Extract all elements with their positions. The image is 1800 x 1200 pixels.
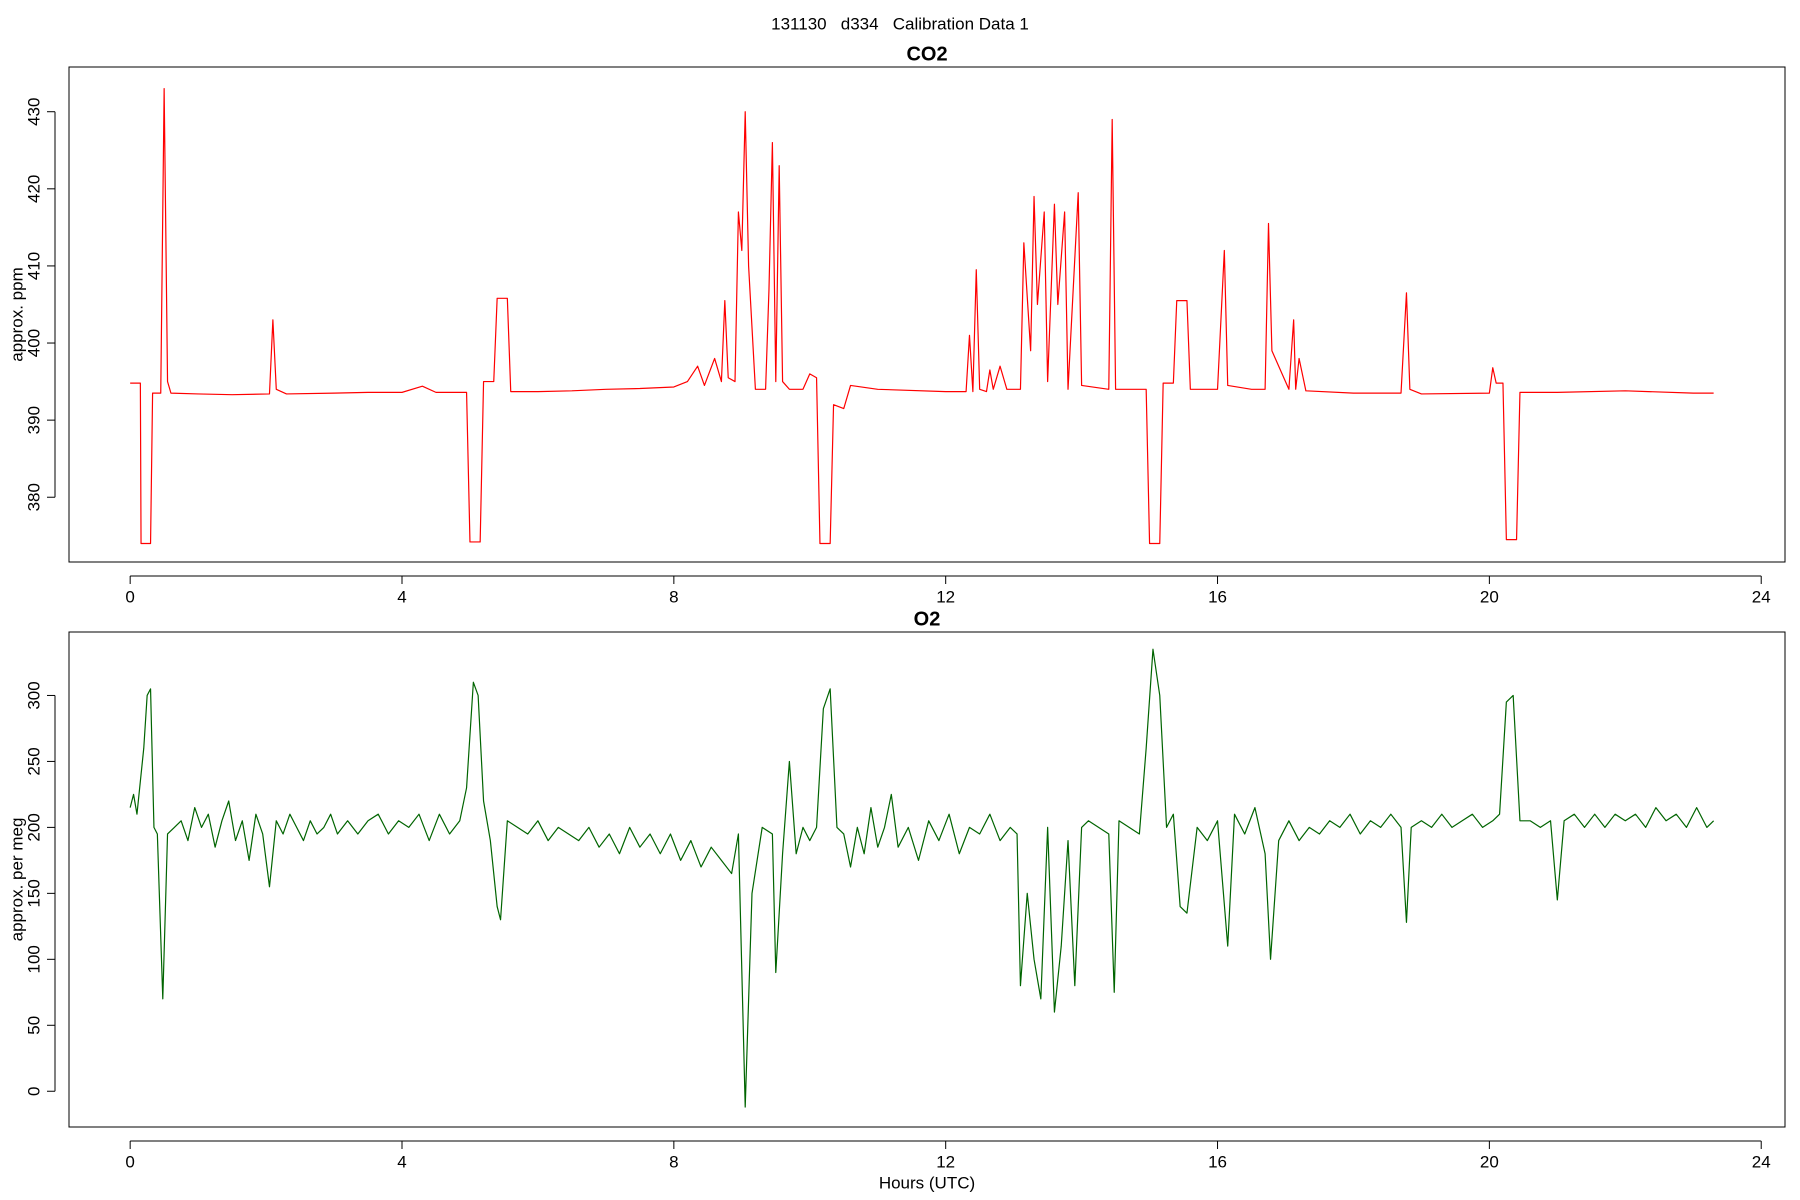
x-tick-label: 8 bbox=[669, 1152, 678, 1171]
x-tick-label: 16 bbox=[1208, 587, 1227, 606]
y-tick-label: 200 bbox=[24, 813, 43, 841]
figure-title: 131130 d334 Calibration Data 1 bbox=[771, 14, 1029, 33]
x-tick-label: 8 bbox=[669, 587, 678, 606]
data-line bbox=[130, 87, 1714, 545]
x-tick-label: 4 bbox=[397, 587, 406, 606]
y-tick-label: 150 bbox=[24, 879, 43, 907]
y-tick-label: 410 bbox=[24, 252, 43, 280]
plot-frame bbox=[68, 66, 1786, 563]
y-tick-label: 420 bbox=[24, 175, 43, 203]
y-axis-label: approx. ppm bbox=[7, 267, 26, 362]
x-axis-label: Hours (UTC) bbox=[879, 1173, 975, 1192]
y-tick-label: 100 bbox=[24, 945, 43, 973]
x-tick-label: 24 bbox=[1752, 587, 1771, 606]
y-tick-label: 390 bbox=[24, 406, 43, 434]
y-tick-label: 0 bbox=[24, 1087, 43, 1096]
x-tick-label: 24 bbox=[1752, 1152, 1771, 1171]
x-tick-label: 12 bbox=[936, 1152, 955, 1171]
x-tick-label: 4 bbox=[397, 1152, 406, 1171]
panel-title: O2 bbox=[914, 608, 941, 630]
y-tick-label: 250 bbox=[24, 747, 43, 775]
x-tick-label: 20 bbox=[1480, 587, 1499, 606]
x-tick-label: 20 bbox=[1480, 1152, 1499, 1171]
y-axis-label: approx. per meg bbox=[7, 818, 26, 942]
y-tick-label: 50 bbox=[24, 1016, 43, 1035]
y-tick-label: 380 bbox=[24, 483, 43, 511]
y-tick-label: 300 bbox=[24, 681, 43, 709]
plot-frame bbox=[68, 631, 1786, 1128]
x-tick-label: 0 bbox=[125, 1152, 134, 1171]
y-tick-label: 400 bbox=[24, 329, 43, 357]
x-tick-label: 16 bbox=[1208, 1152, 1227, 1171]
data-line bbox=[129, 648, 1715, 1108]
x-tick-label: 12 bbox=[936, 587, 955, 606]
x-tick-label: 0 bbox=[125, 587, 134, 606]
panel-title: CO2 bbox=[906, 43, 947, 65]
y-tick-label: 430 bbox=[24, 98, 43, 126]
